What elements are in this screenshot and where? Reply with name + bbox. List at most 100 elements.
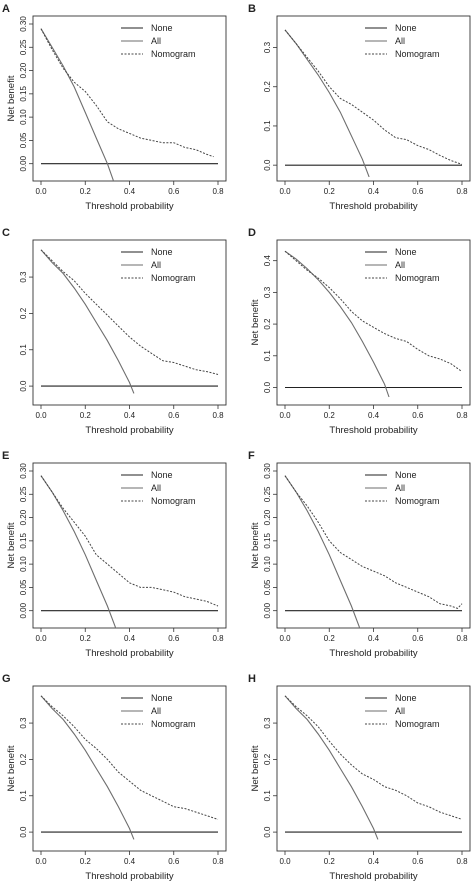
- panel-e: E 0.0 0.2 0.4 0.6 0.8 0.00 0.05 0.10 0.15 0.20 0.25…: [2, 450, 227, 659]
- x-tick-label: 0.6: [412, 634, 424, 643]
- x-tick-label: 0.0: [279, 187, 291, 196]
- panel-g: G 0.0 0.2 0.4 0.6 0.8 0.0 0.1 0.2 0.3 Threshold pr…: [2, 673, 227, 882]
- panel-b: B 0.0 0.2 0.4 0.6 0.8 0.0 0.1 0.2 0.3 Threshold pr…: [248, 3, 471, 212]
- y-axis-title: Net benefit: [6, 745, 17, 791]
- x-tick-label: 0.8: [456, 411, 468, 420]
- x-tick-label: 0.0: [279, 857, 291, 866]
- x-tick-label: 0.2: [80, 187, 92, 196]
- series-line-nomogram: [40, 249, 219, 375]
- series-group: [40, 28, 218, 181]
- legend-label: None: [395, 470, 417, 480]
- x-tick-label: 0.8: [456, 857, 468, 866]
- legend-label: All: [151, 706, 161, 716]
- panel-letter: B: [248, 3, 256, 15]
- x-tick-label: 0.2: [324, 187, 336, 196]
- y-tick-label: 0.00: [19, 602, 28, 618]
- panel-a: A 0.0 0.2 0.4 0.6 0.8 0.00 0.05 0.10 0.15 0.20 0.25…: [2, 3, 227, 212]
- panel-letter: C: [2, 227, 10, 239]
- series-line-all: [40, 695, 135, 840]
- legend-label: None: [395, 693, 417, 703]
- x-tick-label: 0.8: [212, 411, 224, 420]
- series-line-nomogram: [40, 475, 219, 607]
- y-tick-label: 0.2: [263, 318, 272, 330]
- series-line-nomogram: [40, 28, 214, 158]
- y-tick-label: 0.10: [19, 109, 28, 125]
- panel-letter: G: [2, 673, 11, 685]
- x-tick-label: 0.4: [368, 411, 380, 420]
- y-axis-title: Net benefit: [250, 522, 261, 568]
- series-line-all: [284, 695, 379, 840]
- x-tick-label: 0.4: [368, 634, 380, 643]
- series-line-all: [284, 29, 370, 178]
- legend-label: Nomogram: [395, 719, 440, 729]
- x-tick-label: 0.2: [324, 411, 336, 420]
- x-tick-label: 0.8: [456, 634, 468, 643]
- legend-label: None: [395, 23, 417, 33]
- x-tick-label: 0.6: [168, 411, 180, 420]
- x-tick-label: 0.6: [168, 187, 180, 196]
- y-tick-label: 0.2: [19, 753, 28, 765]
- x-tick-label: 0.4: [368, 187, 380, 196]
- series-group: [284, 475, 463, 628]
- series-line-nomogram: [284, 695, 463, 820]
- x-tick-label: 0.8: [456, 187, 468, 196]
- x-tick-label: 0.0: [35, 411, 47, 420]
- y-tick-label: 0.25: [19, 486, 28, 502]
- y-tick-label: 0.0: [263, 826, 272, 838]
- y-tick-label: 0.2: [263, 81, 272, 93]
- series-line-nomogram: [40, 695, 219, 820]
- y-tick-label: 0.4: [263, 255, 272, 267]
- y-tick-label: 0.15: [19, 86, 28, 102]
- series-line-all: [40, 28, 115, 181]
- x-tick-label: 0.6: [168, 634, 180, 643]
- legend-label: All: [151, 483, 161, 493]
- x-tick-label: 0.0: [35, 634, 47, 643]
- y-tick-label: 0.05: [19, 132, 28, 148]
- y-axis-title: Net benefit: [6, 75, 17, 121]
- legend-label: All: [395, 706, 405, 716]
- x-tick-label: 0.0: [279, 411, 291, 420]
- legend-label: All: [151, 260, 161, 270]
- x-axis-title: Threshold probability: [85, 871, 173, 882]
- y-tick-label: 0.2: [19, 307, 28, 319]
- panel-letter: D: [248, 227, 256, 239]
- x-tick-label: 0.6: [412, 857, 424, 866]
- y-tick-label: 0.3: [19, 271, 28, 283]
- y-tick-label: 0.30: [19, 16, 28, 32]
- y-tick-label: 0.10: [263, 556, 272, 572]
- series-line-nomogram: [284, 29, 463, 165]
- x-axis-title: Threshold probability: [85, 648, 173, 659]
- x-tick-label: 0.8: [212, 187, 224, 196]
- y-tick-label: 0.25: [19, 39, 28, 55]
- x-axis-title: Threshold probability: [329, 871, 417, 882]
- y-tick-label: 0.25: [263, 486, 272, 502]
- y-tick-label: 0.1: [19, 790, 28, 802]
- series-line-all: [40, 249, 135, 394]
- x-tick-label: 0.2: [80, 634, 92, 643]
- x-axis-title: Threshold probability: [85, 425, 173, 436]
- y-tick-label: 0.3: [263, 717, 272, 729]
- panel-c: C 0.0 0.2 0.4 0.6 0.8 0.0 0.1 0.2 0.3 Threshold pr…: [2, 227, 227, 436]
- x-tick-label: 0.8: [212, 857, 224, 866]
- series-group: [284, 250, 463, 398]
- legend-label: Nomogram: [151, 496, 196, 506]
- series-group: [40, 695, 219, 840]
- panel-d: D 0.0 0.2 0.4 0.6 0.8 0.0 0.1 0.2 0.3 0.4 Threshold…: [248, 227, 471, 436]
- series-group: [40, 475, 219, 628]
- series-line-all: [284, 475, 361, 628]
- x-tick-label: 0.4: [124, 857, 136, 866]
- legend-label: Nomogram: [395, 49, 440, 59]
- series-line-nomogram: [284, 475, 463, 609]
- legend-label: Nomogram: [151, 49, 196, 59]
- x-tick-label: 0.4: [124, 187, 136, 196]
- x-axis-title: Threshold probability: [329, 201, 417, 212]
- legend-label: None: [395, 247, 417, 257]
- legend-label: None: [151, 247, 173, 257]
- x-axis-title: Threshold probability: [329, 425, 417, 436]
- legend-label: Nomogram: [151, 719, 196, 729]
- x-tick-label: 0.8: [212, 634, 224, 643]
- x-tick-label: 0.2: [80, 411, 92, 420]
- y-tick-label: 0.2: [263, 753, 272, 765]
- y-tick-label: 0.0: [19, 380, 28, 392]
